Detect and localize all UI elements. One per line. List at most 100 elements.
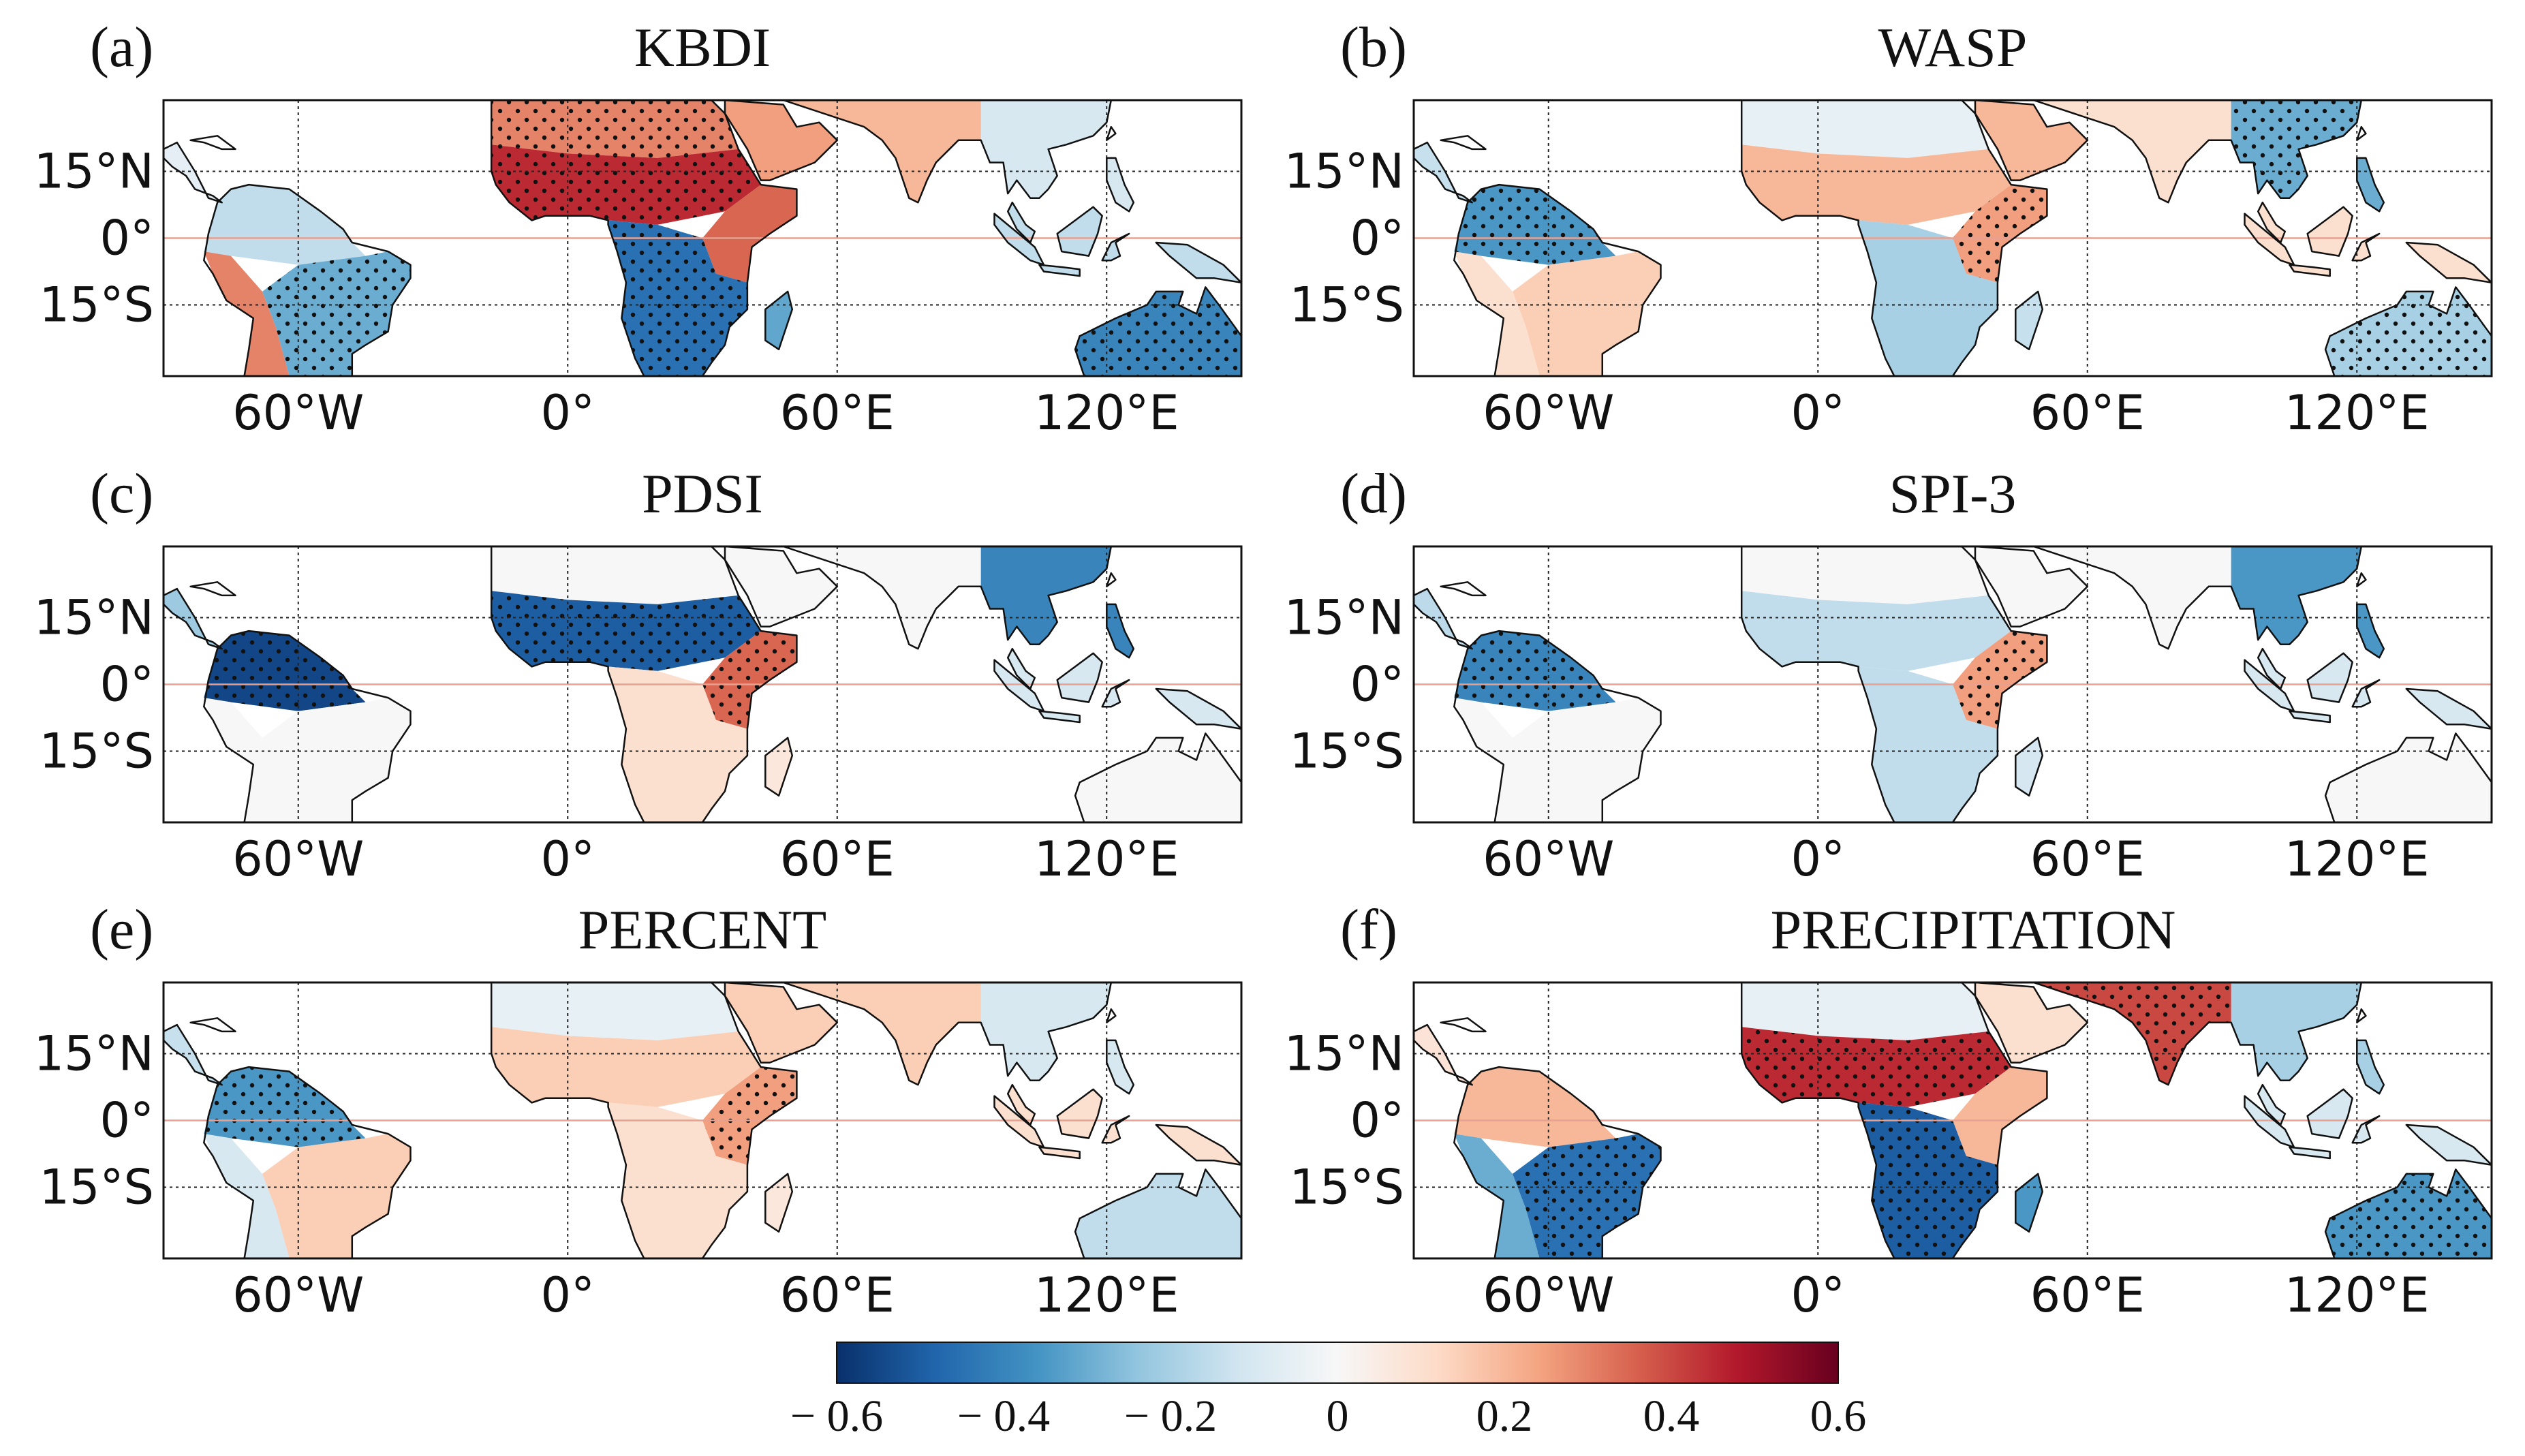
region-sahel xyxy=(491,1027,761,1107)
coastline-africa xyxy=(1740,982,2048,1258)
region-south-america-north xyxy=(1454,1067,1616,1147)
region-new-guinea xyxy=(1156,243,1241,283)
region-borneo xyxy=(1057,653,1102,702)
region-sumatra xyxy=(2244,660,2294,711)
coastline-caribbean xyxy=(1440,135,1487,151)
coastline-arabia xyxy=(1974,982,2089,1064)
colorbar-tick-label: 0 xyxy=(1327,1391,1349,1441)
region-australia xyxy=(1075,733,1241,822)
map-frame xyxy=(1412,981,2493,1260)
region-sahara xyxy=(1741,982,1989,1040)
coastline-new-guinea xyxy=(1155,687,1241,730)
region-borneo xyxy=(1057,1089,1102,1139)
longitude-tick-label: 60°E xyxy=(2030,385,2145,441)
region-india xyxy=(783,100,990,203)
panel-label: (f) xyxy=(1340,898,1397,961)
map-panel: 60°W 0° 60°E 120°E 15°N 0° 15°S (f) PRECIPITATIO… xyxy=(1284,898,2493,1323)
longitude-tick-label: 0° xyxy=(540,385,595,441)
longitude-tick-label: 60°W xyxy=(1483,1267,1614,1323)
coastline-central-america xyxy=(1414,141,1473,204)
region-new-guinea xyxy=(2406,689,2492,729)
region-malaya xyxy=(1008,202,1035,243)
coastline-taiwan xyxy=(1106,572,1117,588)
region-new-guinea xyxy=(1156,689,1241,729)
region-borneo xyxy=(2307,206,2353,256)
region-india xyxy=(2033,546,2240,649)
region-central-america xyxy=(1414,1025,1472,1085)
colorbar-tick-label: − 0.6 xyxy=(790,1391,883,1441)
region-india xyxy=(2033,100,2240,203)
longitude-tick-label: 60°W xyxy=(232,385,364,441)
coastline-arabia xyxy=(1974,100,2089,181)
map-frame xyxy=(162,545,1243,824)
significance-stippling xyxy=(1454,185,1616,265)
significance-stippling xyxy=(2033,982,2240,1085)
latitude-tick-label: 0° xyxy=(1350,211,1404,266)
colorbar-gradient xyxy=(836,1342,1839,1384)
coastline-taiwan xyxy=(2356,125,2367,142)
coastline-madagascar xyxy=(2015,1173,2044,1233)
region-madagascar xyxy=(765,291,792,350)
region-sumatra xyxy=(994,660,1044,711)
latitude-tick-label: 0° xyxy=(1350,1093,1404,1149)
region-java xyxy=(1039,711,1080,722)
latitude-tick-label: 15°N xyxy=(1284,590,1404,646)
region-south-america-central xyxy=(262,1134,411,1258)
latitude-tick-label: 15°N xyxy=(1284,144,1404,200)
coastline-sulawesi xyxy=(1101,1115,1130,1144)
longitude-tick-label: 60°E xyxy=(780,1267,895,1323)
coastline-south-america xyxy=(203,630,412,822)
significance-stippling xyxy=(1513,1134,1661,1258)
region-sahara xyxy=(491,546,739,604)
region-sahel xyxy=(1741,591,2011,671)
coastline-taiwan xyxy=(2356,572,2367,588)
panel-title: WASP xyxy=(1878,16,2028,78)
coastline-arabia xyxy=(724,100,839,181)
significance-stippling xyxy=(2325,287,2492,376)
latitude-tick-label: 15°N xyxy=(34,144,154,200)
region-borneo xyxy=(2307,653,2353,702)
coastline-taiwan xyxy=(2356,1008,2367,1024)
map-frame xyxy=(1412,99,2493,377)
region-south-america-north xyxy=(204,185,366,265)
longitude-tick-label: 0° xyxy=(1791,1267,1845,1323)
coastline-caribbean xyxy=(189,135,236,151)
map-panel: 60°W 0° 60°E 120°E 15°N 0° 15°S (d) SPI-3 xyxy=(1284,462,2493,887)
coastline-central-america xyxy=(164,587,223,650)
region-madagascar xyxy=(2015,1173,2043,1232)
longitude-tick-label: 120°E xyxy=(2284,831,2430,887)
panel-label: (c) xyxy=(90,462,153,525)
coastline-borneo xyxy=(2306,206,2353,257)
coastline-caribbean xyxy=(1440,581,1487,597)
longitude-tick-label: 0° xyxy=(1791,831,1845,887)
coastline-australia xyxy=(1074,732,1241,822)
coastline-sulawesi xyxy=(2351,679,2381,708)
region-southeast-asia xyxy=(2231,546,2361,645)
region-java xyxy=(1039,264,1080,276)
coastline-south-america xyxy=(203,183,412,376)
significance-stippling xyxy=(1953,185,2047,283)
region-southeast-asia xyxy=(980,982,1111,1081)
coastline-new-guinea xyxy=(2405,241,2492,284)
panel-title: PERCENT xyxy=(578,899,826,961)
coastline-madagascar xyxy=(2015,737,2044,797)
region-southern-africa xyxy=(608,1102,747,1258)
coastline-south-america xyxy=(1453,183,1662,376)
region-new-guinea xyxy=(2406,243,2492,283)
coastline-arabia xyxy=(1974,546,2089,628)
latitude-tick-label: 15°S xyxy=(39,723,154,779)
coastline-central-america xyxy=(164,1023,223,1086)
longitude-tick-label: 120°E xyxy=(1034,385,1179,441)
region-southeast-asia xyxy=(980,546,1111,645)
colorbar-tick-label: 0.4 xyxy=(1643,1391,1700,1441)
panel-label: (e) xyxy=(90,898,153,961)
region-malaya xyxy=(2258,202,2285,243)
region-sahara xyxy=(491,982,739,1040)
region-malaya xyxy=(2258,1085,2285,1125)
coastline-philippines xyxy=(1106,1039,1135,1095)
coastline-new-guinea xyxy=(2405,687,2492,730)
longitude-tick-label: 0° xyxy=(540,1267,595,1323)
region-central-america xyxy=(164,142,222,203)
coastline-asia xyxy=(782,546,1113,650)
coastline-central-america xyxy=(1414,587,1473,650)
